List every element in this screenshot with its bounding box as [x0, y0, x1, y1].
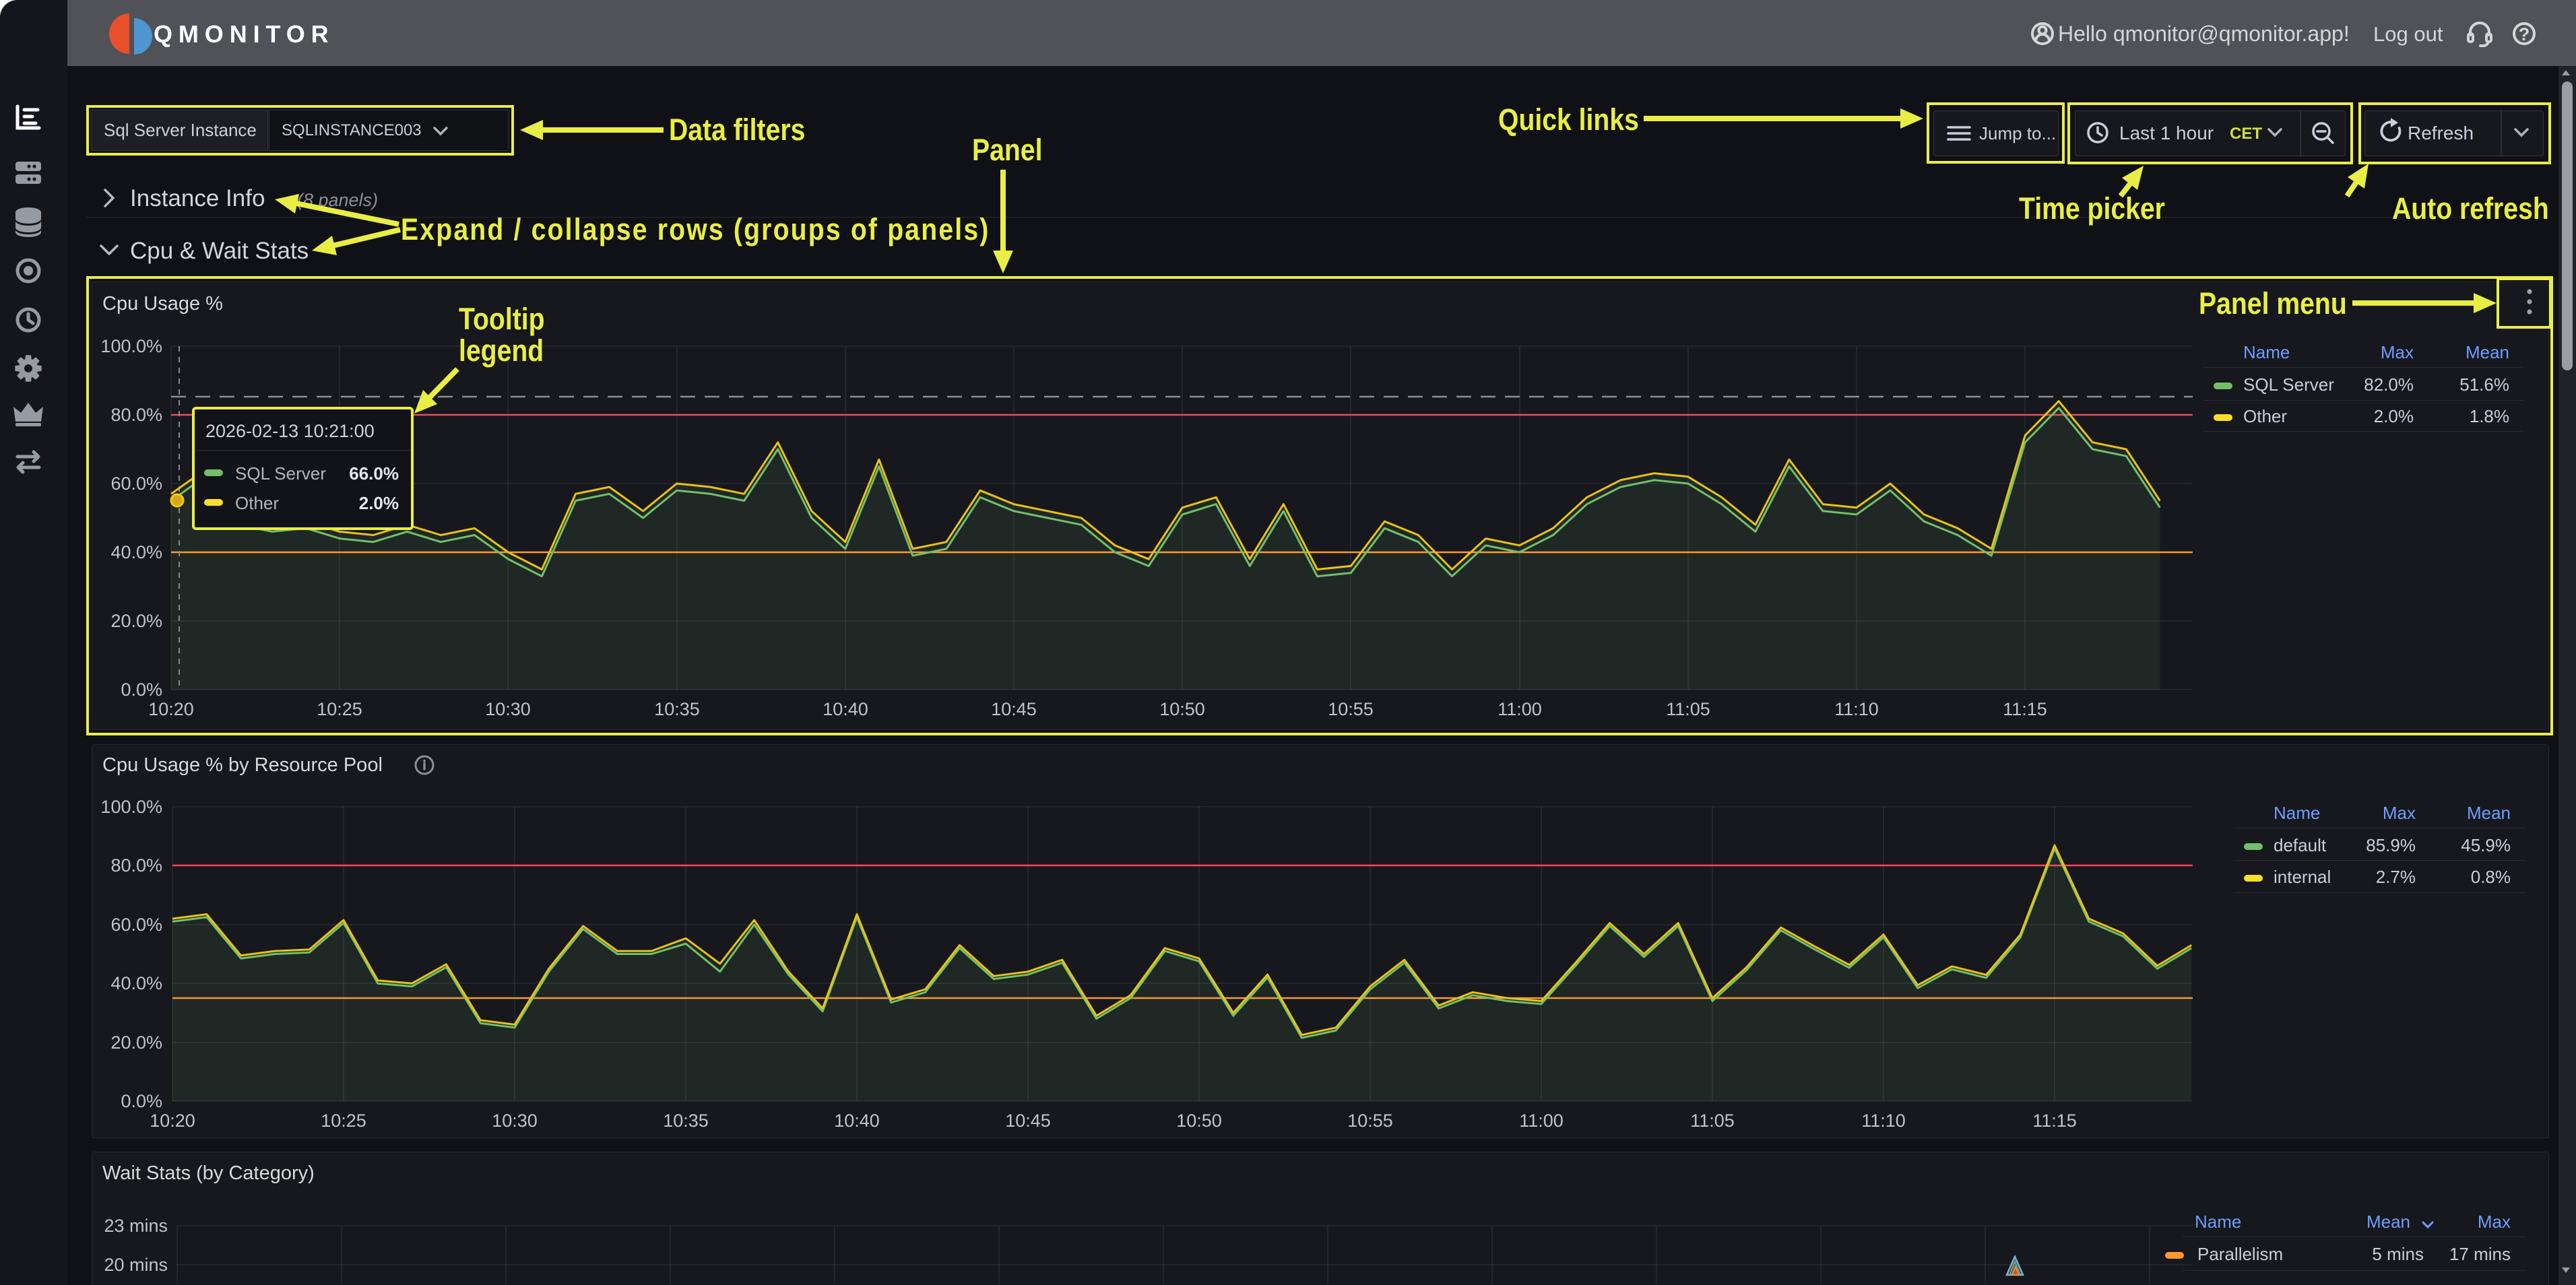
- svg-text:CET: CET: [2230, 125, 2262, 143]
- svg-text:QMONITOR: QMONITOR: [154, 20, 335, 48]
- svg-text:10:45: 10:45: [1005, 1111, 1051, 1131]
- svg-text:10:40: 10:40: [834, 1111, 880, 1131]
- svg-text:Jump to...: Jump to...: [1979, 123, 2056, 143]
- svg-text:10:20: 10:20: [150, 1111, 195, 1131]
- svg-text:0.0%: 0.0%: [121, 1091, 162, 1111]
- svg-text:11:05: 11:05: [1666, 699, 1710, 719]
- svg-text:10:45: 10:45: [991, 699, 1037, 719]
- svg-text:100.0%: 100.0%: [100, 797, 162, 817]
- svg-text:11:15: 11:15: [2032, 1111, 2077, 1131]
- svg-text:?: ?: [2519, 24, 2530, 44]
- svg-text:10:55: 10:55: [1328, 699, 1374, 719]
- svg-text:100.0%: 100.0%: [100, 336, 162, 356]
- svg-text:23 mins: 23 mins: [104, 1216, 168, 1236]
- svg-text:40.0%: 40.0%: [110, 542, 162, 562]
- svg-text:11:10: 11:10: [1834, 699, 1879, 719]
- svg-text:20 mins: 20 mins: [104, 1255, 168, 1275]
- svg-text:10:30: 10:30: [492, 1111, 538, 1131]
- svg-text:10:40: 10:40: [823, 699, 868, 719]
- svg-text:10:30: 10:30: [485, 699, 531, 719]
- svg-text:10:20: 10:20: [148, 699, 194, 719]
- svg-text:0.0%: 0.0%: [121, 680, 162, 700]
- svg-text:40.0%: 40.0%: [110, 973, 162, 993]
- svg-text:80.0%: 80.0%: [110, 405, 162, 425]
- svg-text:Last 1 hour: Last 1 hour: [2119, 123, 2214, 143]
- svg-text:11:00: 11:00: [1519, 1111, 1564, 1131]
- svg-text:10:55: 10:55: [1347, 1111, 1393, 1131]
- svg-text:60.0%: 60.0%: [110, 915, 162, 935]
- svg-text:Log out: Log out: [2373, 22, 2443, 46]
- svg-text:80.0%: 80.0%: [110, 855, 162, 876]
- svg-text:10:50: 10:50: [1176, 1111, 1222, 1131]
- svg-text:10:25: 10:25: [317, 699, 362, 719]
- svg-text:20.0%: 20.0%: [110, 611, 162, 631]
- svg-text:10:25: 10:25: [321, 1111, 366, 1131]
- svg-text:10:35: 10:35: [654, 699, 700, 719]
- svg-text:Refresh: Refresh: [2408, 123, 2474, 143]
- svg-text:60.0%: 60.0%: [110, 473, 162, 494]
- svg-text:11:05: 11:05: [1690, 1111, 1735, 1131]
- svg-text:20.0%: 20.0%: [110, 1032, 162, 1053]
- svg-text:10:50: 10:50: [1159, 699, 1205, 719]
- svg-text:11:00: 11:00: [1498, 699, 1542, 719]
- svg-text:11:10: 11:10: [1861, 1111, 1906, 1131]
- svg-text:Hello qmonitor@qmonitor.app!: Hello qmonitor@qmonitor.app!: [2058, 22, 2350, 46]
- svg-text:11:15: 11:15: [2003, 699, 2047, 719]
- svg-text:10:35: 10:35: [663, 1111, 709, 1131]
